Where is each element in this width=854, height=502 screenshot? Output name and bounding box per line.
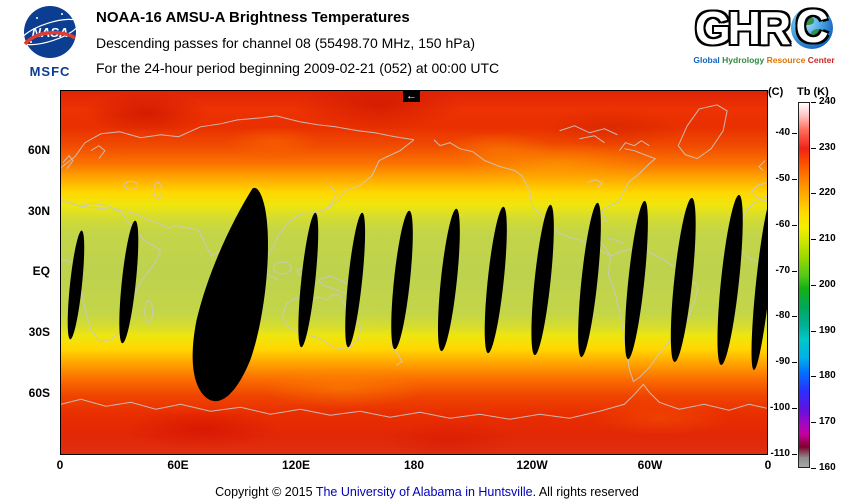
colorbar-c-tick: -50 [775, 173, 790, 184]
colorbar-k-tick: 190 [819, 325, 836, 336]
footer-copyright: Copyright © 2015 The University of Alaba… [0, 485, 854, 499]
lon-label: 0 [56, 458, 64, 472]
longitude-axis: 0 60E 120E 180 120W 60W 0 [56, 458, 772, 472]
lon-label: 180 [403, 458, 425, 472]
lat-label: 30N [27, 204, 50, 218]
tagline-word: Resource [766, 55, 806, 65]
globe-icon: C [791, 0, 834, 52]
colorbar: (C) Tb (K) 240 230 220 210 200 190 180 1… [766, 86, 854, 492]
coastlines [61, 104, 767, 420]
tagline-word: Global [693, 55, 720, 65]
brightness-temperature-map: ← [60, 90, 768, 455]
ghrc-letter-c: C [795, 0, 829, 52]
lon-label: 120E [281, 458, 311, 472]
ghrc-letters: GHR [694, 2, 791, 54]
page-period: For the 24-hour period beginning 2009-02… [96, 60, 500, 76]
lat-label: 60S [28, 386, 50, 400]
copyright-prefix: Copyright © 2015 [215, 485, 316, 499]
nasa-insignia-icon: NASA [20, 6, 80, 58]
missing-data-region [192, 187, 268, 402]
page-subtitle: Descending passes for channel 08 (55498.… [96, 35, 476, 51]
colorbar-k-tick: 160 [819, 462, 836, 473]
colorbar-k-tick: 170 [819, 416, 836, 427]
colorbar-c-tick: -60 [775, 219, 790, 230]
data-gap-swaths [67, 187, 767, 402]
colorbar-k-tick: 240 [819, 96, 836, 107]
lat-label: EQ [32, 264, 50, 278]
colorbar-k-tick: 180 [819, 370, 836, 381]
colorbar-c-tick: -90 [775, 356, 790, 367]
msfc-label: MSFC [29, 64, 71, 79]
colorbar-kelvin-title: Tb (K) [797, 86, 829, 98]
ghrc-wordmark: GHR C [680, 2, 848, 54]
header-titles: NOAA-16 AMSU-A Brightness Temperatures D… [96, 9, 499, 76]
map-overlay [61, 104, 767, 420]
lat-label: 60N [27, 143, 50, 157]
colorbar-c-tick: -100 [769, 402, 790, 413]
colorbar-c-tick: -40 [775, 127, 790, 138]
colorbar-gradient [798, 102, 810, 468]
colorbar-k-tick: 200 [819, 279, 836, 290]
lon-label: 60W [637, 458, 663, 472]
latitude-axis: 60N 30N EQ 30S 60S [0, 90, 57, 455]
lon-label: 0 [764, 458, 772, 472]
ghrc-tagline: Global Hydrology Resource Center [680, 55, 848, 65]
tagline-word: Center [807, 55, 835, 65]
nasa-logo: NASA MSFC [8, 4, 92, 79]
pass-start-arrow-icon: ← [403, 91, 420, 102]
lon-label: 60E [167, 458, 189, 472]
page-title: NOAA-16 AMSU-A Brightness Temperatures [96, 9, 410, 26]
colorbar-k-tick: 220 [819, 187, 836, 198]
colorbar-c-tick: -70 [775, 265, 790, 276]
colorbar-c-tick: -80 [775, 310, 790, 321]
copyright-suffix: . All rights reserved [532, 485, 639, 499]
temperature-field [61, 91, 767, 454]
lat-label: 30S [28, 325, 50, 339]
lon-label: 120W [516, 458, 548, 472]
tagline-word: Hydrology [722, 55, 765, 65]
university-link[interactable]: The University of Alabama in Huntsville [315, 485, 533, 499]
colorbar-c-tick: -110 [770, 448, 790, 459]
colorbar-k-tick: 230 [819, 142, 836, 153]
colorbar-celsius-title: (C) [768, 86, 784, 98]
colorbar-k-tick: 210 [819, 233, 836, 244]
ghrc-logo: GHR C Global Hydrology Resource Center [680, 2, 848, 65]
